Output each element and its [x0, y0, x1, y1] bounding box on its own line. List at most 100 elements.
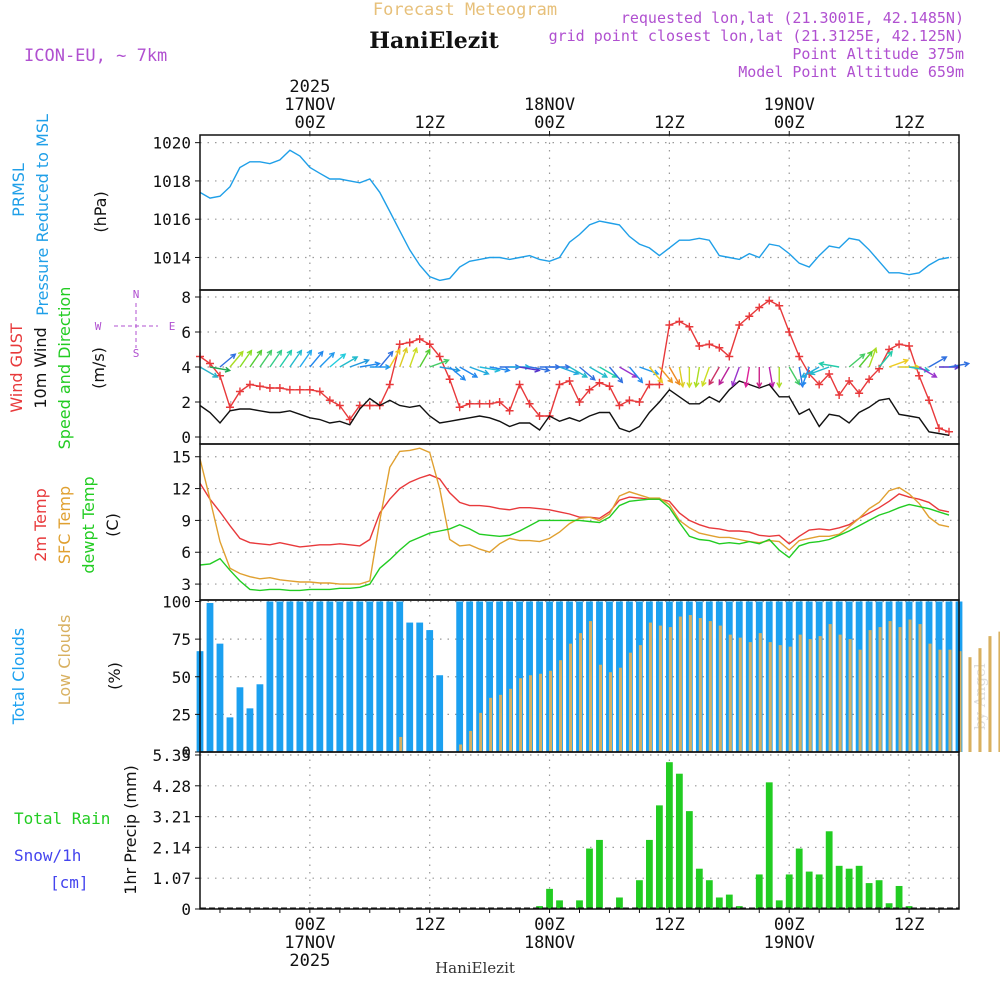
gust-marker: [865, 375, 874, 384]
wind-label-gust: Wind GUST: [7, 323, 26, 413]
total-cloud-bar: [316, 601, 324, 752]
wind-direction-arrow: [219, 353, 237, 368]
rain-bar: [885, 903, 893, 909]
wind-direction-arrow: [459, 366, 479, 378]
total-cloud-bar: [476, 601, 484, 752]
low-cloud-bar: [878, 627, 882, 752]
low-cloud-bar: [808, 639, 812, 752]
compass-s: S: [133, 347, 140, 360]
gust-marker: [945, 427, 954, 436]
wind-direction-arrow: [686, 367, 693, 389]
gust-marker: [495, 398, 504, 406]
wind-direction-arrow: [743, 366, 750, 389]
total-cloud-bar: [216, 643, 224, 752]
pressure-label-2: Pressure Reduced to MSL: [33, 114, 52, 316]
wind-direction-arrow: [776, 367, 783, 389]
low-cloud-bar: [469, 730, 473, 752]
wind-direction-arrow: [249, 349, 263, 368]
rain-bar: [665, 762, 673, 909]
rain-bar: [905, 906, 913, 909]
compass-e: E: [169, 320, 176, 333]
wind-direction-arrow: [888, 358, 910, 368]
low-cloud-bar: [818, 636, 822, 752]
time-label-top: 2025: [289, 77, 330, 97]
low-cloud-bar: [888, 621, 892, 752]
gust-line: [199, 299, 950, 433]
wind-direction-arrow: [658, 366, 674, 384]
precip-label-cm: [cm]: [50, 873, 89, 892]
wind-direction-arrow: [289, 349, 303, 368]
temp-2m-line: [199, 474, 950, 548]
precip-label-rain: Total Rain: [14, 809, 110, 828]
rain-bar: [805, 871, 813, 909]
total-cloud-bar: [246, 708, 254, 752]
low-cloud-bar: [588, 621, 593, 752]
total-cloud-bar: [486, 601, 494, 752]
pressure-labels: PRMSL Pressure Reduced to MSL (hPa): [9, 114, 110, 316]
low-cloud-bar: [798, 634, 802, 752]
wind-direction-arrow: [469, 366, 490, 376]
low-cloud-bar: [708, 621, 712, 752]
pressure-line: [199, 149, 950, 282]
rain-bar: [825, 831, 833, 909]
wind-direction-arrow: [529, 366, 551, 373]
location-title: HaniElezit: [369, 28, 499, 54]
gust-marker: [725, 352, 734, 361]
temp-label-dew: dewpt Temp: [79, 476, 98, 573]
low-cloud-bar: [898, 627, 902, 752]
time-label-bottom: 2025: [289, 951, 330, 971]
wind-direction-arrow: [449, 366, 467, 381]
gust-marker: [785, 328, 794, 336]
time-label-bottom: 12Z: [894, 915, 925, 935]
compass-w: W: [95, 320, 102, 333]
rain-bar: [596, 839, 603, 909]
point-altitude: Point Altitude 375m: [792, 45, 964, 63]
wind-direction-arrow: [259, 349, 273, 368]
rain-bar: [715, 897, 723, 909]
total-cloud-bar: [266, 601, 274, 752]
rain-bar: [855, 865, 863, 909]
gust-marker: [435, 352, 444, 361]
wind-direction-arrow: [229, 350, 244, 368]
low-cloud-bar: [568, 643, 573, 752]
rain-bar: [895, 885, 903, 909]
gust-marker: [765, 296, 774, 305]
wind-direction-arrow: [319, 351, 336, 368]
pressure-label-1: PRMSL: [9, 163, 28, 217]
y-tick-label: 0: [181, 428, 191, 447]
wind-direction-arrow: [701, 366, 710, 388]
time-label-top: 12Z: [654, 113, 685, 133]
rain-bar: [785, 874, 793, 909]
wind-direction-arrow: [279, 349, 293, 368]
total-cloud-bar: [506, 601, 513, 752]
rain-bar: [616, 897, 623, 909]
low-cloud-bar: [758, 633, 762, 752]
y-tick-label: 6: [181, 543, 191, 562]
wind-direction-arrow: [858, 350, 873, 368]
model-label: ICON-EU, ~ 7km: [24, 46, 167, 66]
gust-marker: [585, 385, 594, 394]
footer-location: HaniElezit: [435, 959, 515, 977]
low-cloud-bar: [778, 645, 782, 752]
time-label-bottom: 00Z: [294, 915, 325, 935]
y-tick-label: 12: [172, 480, 191, 499]
wind-direction-arrow: [359, 361, 381, 368]
gust-marker: [325, 396, 334, 405]
rain-bar: [765, 782, 773, 909]
rain-bar: [725, 894, 733, 909]
wind-direction-arrow: [628, 366, 644, 384]
low-cloud-bar: [459, 744, 463, 752]
cloud-labels: Total Clouds Low Clouds (%): [9, 615, 124, 726]
wind-direction-arrow: [309, 350, 324, 368]
gust-marker: [575, 398, 584, 406]
total-cloud-bar: [376, 601, 384, 752]
rain-bar: [546, 888, 553, 909]
y-tick-label: 6: [181, 323, 191, 342]
pressure-unit: (hPa): [91, 191, 110, 232]
gust-marker: [315, 387, 324, 396]
total-cloud-bar: [226, 717, 234, 752]
time-label-bottom: 12Z: [414, 915, 445, 935]
wind-direction-arrow: [668, 366, 681, 386]
low-cloud-bar: [399, 736, 403, 752]
